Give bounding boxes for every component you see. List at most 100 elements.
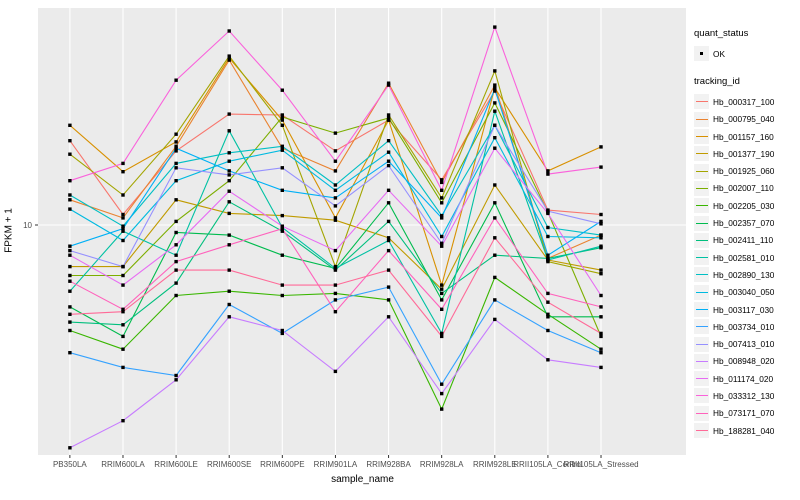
black-square-point-icon bbox=[699, 51, 704, 56]
legend-key-swatch bbox=[694, 215, 709, 231]
data-point bbox=[333, 149, 338, 153]
legend-item-Hb_033312_130: Hb_033312_130 bbox=[694, 387, 800, 404]
legend-key-swatch bbox=[694, 250, 709, 266]
legend-item-label: Hb_002007_110 bbox=[713, 183, 774, 194]
data-point bbox=[68, 279, 72, 283]
data-point bbox=[121, 238, 125, 243]
data-point bbox=[546, 300, 550, 304]
legend-item-label: OK bbox=[713, 48, 725, 59]
data-point bbox=[546, 209, 550, 213]
data-point bbox=[493, 216, 497, 220]
legend-key-swatch bbox=[694, 111, 709, 127]
data-point bbox=[227, 112, 231, 116]
data-point bbox=[599, 145, 603, 149]
data-point bbox=[493, 146, 497, 150]
x-tick-label: RRIM928LA bbox=[420, 460, 464, 469]
series-color-line-icon bbox=[695, 170, 708, 172]
legend-item-ok: OK bbox=[694, 45, 800, 62]
data-point bbox=[227, 54, 231, 58]
data-point bbox=[68, 139, 72, 143]
legend-key-swatch bbox=[694, 284, 709, 300]
data-point bbox=[599, 236, 603, 240]
data-point bbox=[599, 212, 603, 217]
legend-key-swatch bbox=[694, 94, 709, 110]
data-point bbox=[386, 118, 391, 122]
data-point bbox=[546, 328, 550, 333]
data-point bbox=[174, 253, 178, 257]
data-point bbox=[227, 56, 231, 60]
series-color-line-icon bbox=[695, 257, 708, 259]
legend-key-swatch bbox=[694, 180, 709, 196]
data-point bbox=[599, 244, 603, 248]
data-point bbox=[546, 312, 550, 316]
data-point bbox=[174, 146, 178, 150]
data-point bbox=[174, 378, 178, 382]
data-point bbox=[599, 347, 603, 351]
legend-key-swatch bbox=[694, 336, 709, 352]
data-point bbox=[386, 236, 391, 240]
series-color-line-icon bbox=[695, 412, 708, 414]
legend-item-label: Hb_007413_010 bbox=[713, 339, 775, 350]
series-color-line-icon bbox=[695, 239, 708, 241]
data-point bbox=[68, 305, 72, 309]
legend-item-Hb_003734_010: Hb_003734_010 bbox=[694, 318, 800, 335]
data-point bbox=[227, 159, 231, 163]
x-tick-label: RRIM600PE bbox=[260, 460, 304, 469]
legend-item-Hb_002411_110: Hb_002411_110 bbox=[694, 232, 800, 249]
legend-key-swatch bbox=[694, 267, 709, 283]
data-point bbox=[440, 196, 444, 200]
x-tick-label: RRII105LA_Stressed bbox=[563, 460, 638, 469]
data-point bbox=[174, 140, 178, 144]
data-point bbox=[227, 211, 231, 216]
legend-item-label: Hb_000317_100 bbox=[713, 96, 775, 107]
legend-item-label: Hb_002205_030 bbox=[713, 200, 775, 211]
data-point bbox=[174, 161, 178, 166]
data-point bbox=[493, 236, 497, 240]
series-color-line-icon bbox=[695, 430, 708, 432]
data-point bbox=[440, 201, 444, 205]
legend-item-Hb_002205_030: Hb_002205_030 bbox=[694, 197, 800, 214]
legend-key-swatch bbox=[694, 353, 709, 369]
data-point bbox=[227, 173, 231, 177]
data-point bbox=[280, 283, 284, 287]
data-point bbox=[121, 419, 125, 423]
data-point bbox=[599, 365, 603, 370]
data-point bbox=[68, 193, 72, 197]
data-point bbox=[121, 273, 125, 278]
legend-item-Hb_003117_030: Hb_003117_030 bbox=[694, 301, 800, 318]
legend-item-label: Hb_001377_190 bbox=[713, 148, 775, 159]
data-point bbox=[440, 407, 444, 411]
data-point bbox=[174, 243, 178, 247]
data-point bbox=[227, 243, 231, 247]
data-point bbox=[333, 283, 338, 287]
data-point bbox=[599, 293, 603, 298]
legend-item-Hb_002581_010: Hb_002581_010 bbox=[694, 249, 800, 266]
data-point bbox=[227, 179, 231, 183]
data-point bbox=[174, 198, 178, 202]
data-point bbox=[493, 89, 497, 93]
data-point bbox=[440, 382, 444, 386]
legend-item-Hb_001925_060: Hb_001925_060 bbox=[694, 162, 800, 179]
legend-item-label: Hb_003117_030 bbox=[713, 304, 774, 315]
data-point bbox=[121, 229, 125, 233]
legend-item-label: Hb_001925_060 bbox=[713, 166, 775, 177]
data-point bbox=[599, 272, 603, 276]
x-tick-label: RRIM600LE bbox=[154, 460, 198, 469]
x-tick-label: RRIM901LA bbox=[314, 460, 358, 469]
legend-item-Hb_001377_190: Hb_001377_190 bbox=[694, 145, 800, 162]
data-point bbox=[68, 123, 72, 127]
data-point bbox=[333, 183, 338, 187]
data-point bbox=[227, 315, 231, 319]
legend-item-label: Hb_001157_160 bbox=[713, 131, 774, 142]
data-point bbox=[333, 291, 338, 296]
data-point bbox=[493, 201, 497, 205]
data-point bbox=[386, 81, 391, 85]
data-point bbox=[121, 161, 125, 166]
data-point bbox=[440, 213, 444, 218]
data-point bbox=[68, 273, 72, 278]
data-point bbox=[386, 116, 391, 120]
data-point bbox=[280, 146, 284, 150]
data-point bbox=[599, 233, 603, 237]
data-point bbox=[386, 268, 391, 272]
data-point bbox=[174, 144, 178, 148]
